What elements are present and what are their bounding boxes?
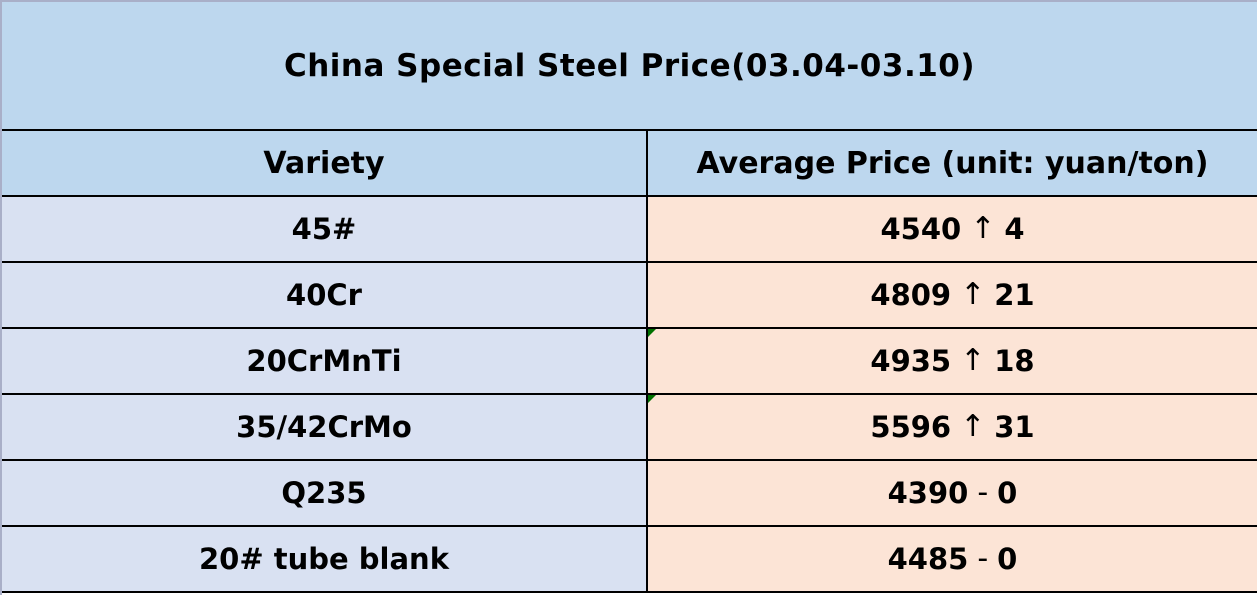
table-row: 20# tube blank 4485 - 0 <box>2 527 1257 593</box>
variety-cell[interactable]: 45# <box>2 197 648 263</box>
price-value: 4809 <box>870 278 952 312</box>
table-row: 45# 4540 ↑ 4 <box>2 197 1257 263</box>
variety-label: 45# <box>291 212 357 246</box>
price-value: 4390 <box>887 476 969 510</box>
note-marker-icon <box>648 395 656 403</box>
price-change: 0 <box>997 476 1018 510</box>
table-title-cell[interactable]: China Special Steel Price(03.04-03.10) <box>2 2 1257 131</box>
variety-cell[interactable]: 40Cr <box>2 263 648 329</box>
table-row: 20CrMnTi 4935 ↑ 18 <box>2 329 1257 395</box>
price-cell[interactable]: 4935 ↑ 18 <box>648 329 1257 395</box>
header-price-label: Average Price (unit: yuan/ton) <box>696 145 1209 181</box>
price-change: 4 <box>1004 212 1025 246</box>
header-cell-variety[interactable]: Variety <box>2 131 648 197</box>
table-row: Q235 4390 - 0 <box>2 461 1257 527</box>
variety-cell[interactable]: Q235 <box>2 461 648 527</box>
price-cell[interactable]: 4485 - 0 <box>648 527 1257 593</box>
variety-label: 35/42CrMo <box>236 410 412 444</box>
variety-cell[interactable]: 20CrMnTi <box>2 329 648 395</box>
price-change: 21 <box>994 278 1035 312</box>
price-change: 31 <box>994 410 1035 444</box>
price-cell[interactable]: 4809 ↑ 21 <box>648 263 1257 329</box>
price-cell[interactable]: 5596 ↑ 31 <box>648 395 1257 461</box>
price-change: 0 <box>997 542 1018 576</box>
price-cell[interactable]: 4390 - 0 <box>648 461 1257 527</box>
variety-cell[interactable]: 35/42CrMo <box>2 395 648 461</box>
trend-arrow-icon: ↑ <box>960 408 986 444</box>
price-value: 5596 <box>870 410 952 444</box>
trend-arrow-icon: ↑ <box>960 276 986 312</box>
variety-label: 20CrMnTi <box>246 344 402 378</box>
header-variety-label: Variety <box>263 145 385 181</box>
note-marker-icon <box>648 329 656 337</box>
trend-dash-icon: - <box>977 540 989 576</box>
price-cell[interactable]: 4540 ↑ 4 <box>648 197 1257 263</box>
header-cell-price[interactable]: Average Price (unit: yuan/ton) <box>648 131 1257 197</box>
variety-cell[interactable]: 20# tube blank <box>2 527 648 593</box>
trend-arrow-icon: ↑ <box>970 210 996 246</box>
table-row: 40Cr 4809 ↑ 21 <box>2 263 1257 329</box>
trend-dash-icon: - <box>977 474 989 510</box>
variety-label: 40Cr <box>286 278 362 312</box>
price-value: 4485 <box>887 542 969 576</box>
variety-label: 20# tube blank <box>199 542 449 576</box>
price-change: 18 <box>994 344 1035 378</box>
variety-label: Q235 <box>281 476 367 510</box>
table-title: China Special Steel Price(03.04-03.10) <box>283 47 976 84</box>
header-row: Variety Average Price (unit: yuan/ton) <box>2 131 1257 197</box>
price-value: 4935 <box>870 344 952 378</box>
table-row: 35/42CrMo 5596 ↑ 31 <box>2 395 1257 461</box>
trend-arrow-icon: ↑ <box>960 342 986 378</box>
price-value: 4540 <box>880 212 962 246</box>
